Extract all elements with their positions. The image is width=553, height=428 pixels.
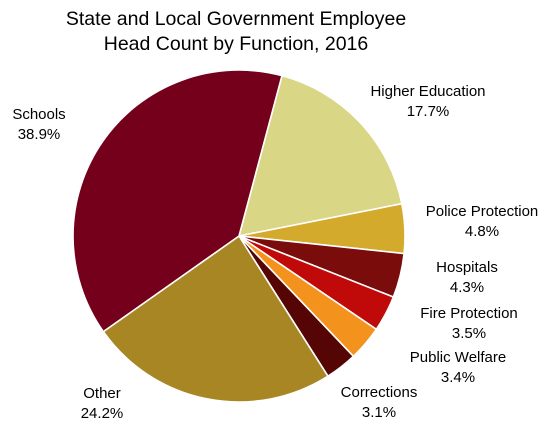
pie-slices	[72, 69, 406, 403]
chart-title-line-1: State and Local Government Employee	[66, 8, 406, 30]
slice-higher-education	[237, 74, 403, 238]
value-higher-education: 17.7%	[407, 103, 450, 120]
label-other: Other	[83, 385, 121, 402]
pie-labels: Higher Education 17.7% Police Protection 4.…	[12, 83, 538, 422]
label-corrections: Corrections	[341, 384, 418, 401]
slice-other	[102, 234, 330, 403]
label-police-protection: Police Protection	[426, 203, 539, 220]
chart-title-line-2: Head Count by Function, 2016	[104, 33, 369, 55]
label-fire-protection: Fire Protection	[420, 305, 518, 322]
value-corrections: 3.1%	[362, 404, 396, 421]
label-hospitals: Hospitals	[436, 259, 498, 276]
value-police-protection: 4.8%	[465, 223, 499, 240]
label-higher-education: Higher Education	[370, 83, 485, 100]
chart-title: State and Local Government Employee Head…	[66, 8, 406, 55]
value-public-welfare: 3.4%	[441, 369, 475, 386]
label-public-welfare: Public Welfare	[410, 349, 506, 366]
label-schools: Schools	[12, 106, 65, 123]
value-fire-protection: 3.5%	[452, 325, 486, 342]
value-hospitals: 4.3%	[450, 279, 484, 296]
value-schools: 38.9%	[18, 126, 61, 143]
value-other: 24.2%	[81, 405, 124, 422]
slice-schools	[72, 69, 283, 333]
